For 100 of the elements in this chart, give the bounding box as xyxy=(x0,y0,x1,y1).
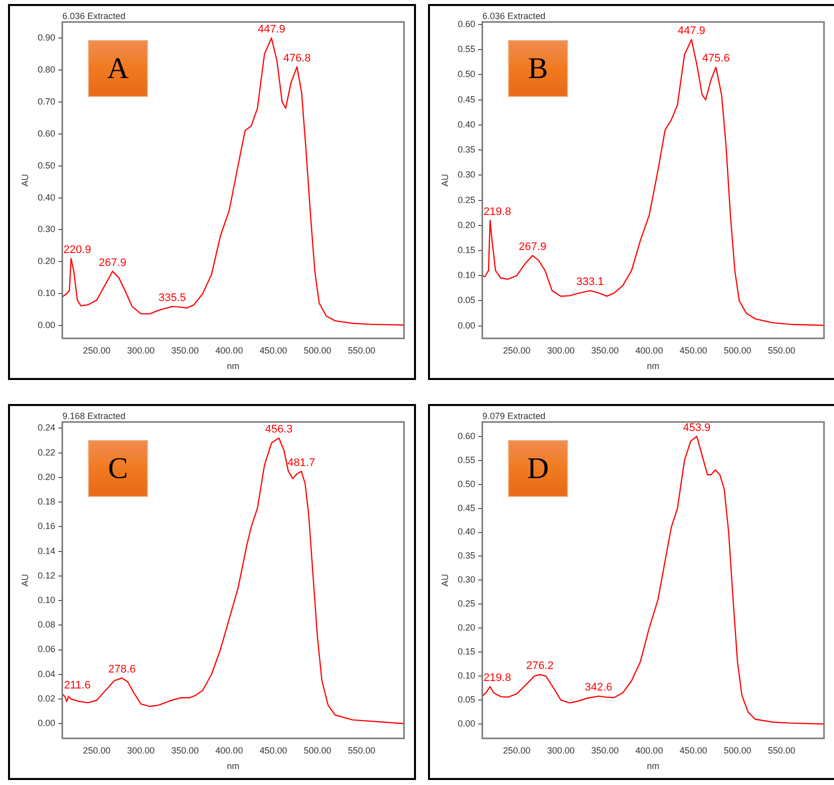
y-tick-label: 0.00 xyxy=(458,718,476,729)
chart-title: 9.079 Extracted xyxy=(482,410,546,421)
y-tick-label: 0.20 xyxy=(458,220,476,230)
x-tick-label: 500.00 xyxy=(724,345,752,356)
y-tick-label: 0.40 xyxy=(458,526,476,537)
x-tick-label: 400.00 xyxy=(215,745,243,756)
x-axis-title: nm xyxy=(226,361,240,372)
x-tick-label: 250.00 xyxy=(502,745,531,756)
y-tick-label: 0.22 xyxy=(38,447,56,458)
x-tick-label: 400.00 xyxy=(635,345,663,356)
y-tick-label: 0.00 xyxy=(38,320,56,330)
chart-title: 6.036 Extracted xyxy=(482,10,546,21)
x-tick-label: 300.00 xyxy=(547,745,575,756)
y-tick-label: 0.16 xyxy=(38,521,56,532)
chart-title: 9.168 Extracted xyxy=(62,410,126,421)
y-tick-label: 0.25 xyxy=(458,598,476,609)
y-tick-label: 0.05 xyxy=(458,694,476,705)
x-tick-label: 350.00 xyxy=(171,745,199,756)
y-tick-label: 0.20 xyxy=(458,622,476,633)
x-tick-label: 250.00 xyxy=(82,345,111,356)
annotation: A xyxy=(88,40,148,97)
y-tick-label: 0.15 xyxy=(458,244,476,255)
y-tick-label: 0.50 xyxy=(458,478,476,489)
y-tick-label: 0.45 xyxy=(458,94,476,104)
x-tick-label: 300.00 xyxy=(127,345,155,356)
y-tick-label: 0.05 xyxy=(458,295,476,306)
x-tick-label: 350.00 xyxy=(171,345,199,356)
annotation: 476.8 xyxy=(283,52,311,64)
y-tick-label: 0.60 xyxy=(458,430,476,441)
x-tick-label: 350.00 xyxy=(591,745,619,756)
x-tick-label: 450.00 xyxy=(260,745,288,756)
y-axis-title: AU xyxy=(20,574,30,586)
x-tick-label: 500.00 xyxy=(304,345,332,356)
y-tick-label: 0.30 xyxy=(38,224,56,234)
chart-title: 6.036 Extracted xyxy=(62,10,126,21)
y-tick-label: 0.40 xyxy=(458,119,476,130)
y-tick-label: 0.10 xyxy=(458,270,476,280)
y-tick-label: 0.40 xyxy=(38,192,56,202)
y-tick-label: 0.60 xyxy=(458,18,476,29)
x-axis-title: nm xyxy=(226,761,240,772)
x-tick-label: 450.00 xyxy=(680,745,708,756)
x-tick-label: 500.00 xyxy=(724,745,752,756)
annotation: 220.9 xyxy=(64,244,92,256)
annotation: 267.9 xyxy=(98,256,126,269)
annotation: 276.2 xyxy=(526,660,554,672)
x-tick-label: 450.00 xyxy=(680,345,708,356)
annotation: 342.6 xyxy=(584,682,612,694)
y-tick-label: 0.80 xyxy=(38,64,56,74)
y-axis-title: AU xyxy=(440,574,450,586)
y-tick-label: 0.90 xyxy=(38,32,56,42)
annotation: 447.9 xyxy=(258,24,286,36)
y-tick-label: 0.10 xyxy=(458,670,476,681)
x-tick-label: 550.00 xyxy=(768,345,796,356)
y-tick-label: 0.00 xyxy=(38,718,56,728)
y-tick-label: 0.70 xyxy=(38,96,56,106)
annotation: C xyxy=(88,440,148,497)
y-tick-label: 0.10 xyxy=(38,288,56,298)
y-tick-label: 0.45 xyxy=(458,502,476,513)
y-axis-title: AU xyxy=(440,174,450,186)
y-tick-label: 0.18 xyxy=(38,496,56,507)
annotation: 481.7 xyxy=(288,456,316,469)
x-tick-label: 400.00 xyxy=(635,745,663,756)
y-tick-label: 0.30 xyxy=(458,574,476,585)
x-tick-label: 400.00 xyxy=(215,345,243,356)
x-tick-label: 450.00 xyxy=(260,345,288,356)
x-tick-label: 550.00 xyxy=(768,745,796,756)
y-axis-title: AU xyxy=(20,174,30,186)
annotation: B xyxy=(508,40,568,97)
annotation: 267.9 xyxy=(518,241,546,254)
x-tick-label: 300.00 xyxy=(127,745,155,756)
annotation: 447.9 xyxy=(678,25,706,38)
annotation: D xyxy=(508,440,568,497)
annotation: 453.9 xyxy=(683,422,711,434)
x-tick-label: 250.00 xyxy=(502,345,531,356)
annotation: 475.6 xyxy=(702,52,730,65)
y-tick-label: 0.60 xyxy=(38,128,56,138)
x-tick-label: 300.00 xyxy=(547,345,575,356)
y-tick-label: 0.15 xyxy=(458,646,476,657)
y-tick-label: 0.55 xyxy=(458,44,476,54)
annotation: 456.3 xyxy=(265,424,293,436)
y-tick-label: 0.50 xyxy=(38,160,56,170)
annotation: 219.8 xyxy=(484,672,512,684)
x-axis-title: nm xyxy=(646,761,660,772)
annotation: 219.8 xyxy=(484,206,512,218)
x-tick-label: 350.00 xyxy=(591,345,619,356)
y-tick-label: 0.20 xyxy=(38,472,56,482)
y-tick-label: 0.25 xyxy=(458,194,476,205)
y-tick-label: 0.55 xyxy=(458,454,476,465)
y-tick-label: 0.10 xyxy=(38,595,56,605)
annotation: 333.1 xyxy=(576,276,604,288)
y-tick-label: 0.35 xyxy=(458,550,476,561)
y-tick-label: 0.04 xyxy=(38,668,56,679)
y-tick-label: 0.06 xyxy=(38,644,56,654)
annotation: 211.6 xyxy=(64,680,91,692)
x-tick-label: 500.00 xyxy=(304,745,332,756)
y-tick-label: 0.08 xyxy=(38,620,56,630)
x-tick-label: 250.00 xyxy=(82,745,111,756)
y-tick-label: 0.50 xyxy=(458,69,476,80)
y-tick-label: 0.14 xyxy=(38,546,56,556)
y-tick-label: 0.24 xyxy=(38,422,56,433)
